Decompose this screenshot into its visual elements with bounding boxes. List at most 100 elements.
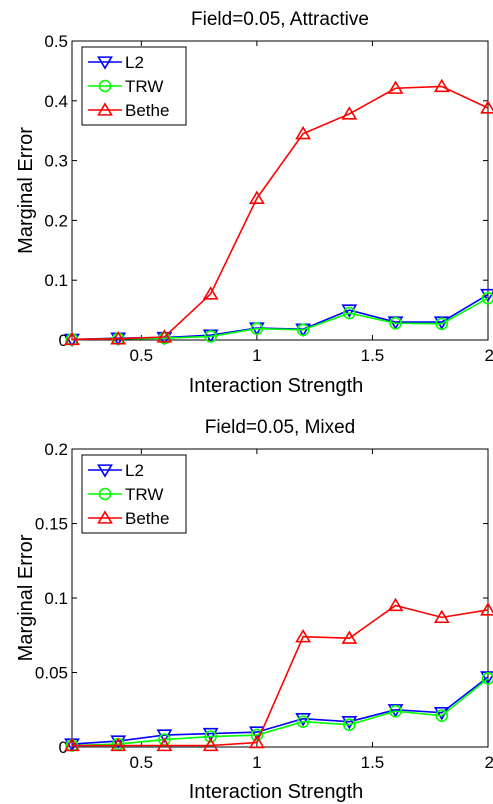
- series-bethe-point: [110, 331, 127, 345]
- legend-label: L2: [125, 461, 144, 480]
- y-tick-label: 0: [59, 331, 68, 350]
- legend-label: L2: [125, 53, 144, 72]
- legend-marker: [97, 56, 113, 70]
- x-tick-label: 0.5: [130, 346, 154, 365]
- series-trw-point: [343, 718, 356, 731]
- y-tick-label: 0.2: [44, 440, 68, 459]
- series-bethe-point: [341, 106, 358, 120]
- legend-label: TRW: [125, 485, 163, 504]
- series-l2-point: [480, 288, 493, 303]
- y-tick-label: 0.1: [44, 271, 68, 290]
- series-l2-point: [202, 727, 219, 742]
- series-trw: [65, 291, 493, 346]
- series-l2-point: [387, 704, 404, 718]
- plot-area: [71, 40, 489, 341]
- series-bethe-point: [64, 737, 80, 752]
- y-tick-label: 0.2: [44, 211, 68, 230]
- series-trw-point: [343, 306, 356, 320]
- series-trw-point: [481, 672, 493, 685]
- chart-title: Field=0.05, Attractive: [191, 9, 369, 30]
- x-tick-label: 2: [485, 346, 493, 365]
- chart-panel-2: Field=0.05, Mixed 0.5 1 1.5 2 0 0.05 0.1 0.15 0.2…: [15, 417, 493, 803]
- series-bethe-point: [202, 737, 219, 752]
- series-l2-line: [71, 293, 489, 341]
- series-bethe: [64, 78, 493, 346]
- series-l2-line: [71, 676, 489, 745]
- series-l2-point: [295, 713, 312, 727]
- legend-label: Bethe: [125, 509, 169, 528]
- series-l2-point: [480, 671, 493, 685]
- series-bethe-point: [202, 286, 219, 300]
- x-tick-label: 2: [485, 753, 493, 772]
- series-trw-point: [481, 291, 493, 305]
- y-tick-label: 0.3: [44, 152, 68, 171]
- legend-marker: [97, 510, 113, 524]
- series-bethe-point: [156, 329, 173, 343]
- series-bethe-point: [387, 597, 404, 612]
- legend-item-bethe: Bethe: [88, 509, 169, 528]
- legend-item-bethe: Bethe: [88, 101, 169, 120]
- x-tick-label: 0.5: [130, 753, 154, 772]
- y-tick-label: 0.05: [35, 664, 68, 683]
- series-bethe-line: [72, 604, 489, 747]
- series-trw-line: [71, 677, 489, 747]
- legend-item-trw: TRW: [88, 485, 163, 504]
- series-bethe-point: [433, 78, 450, 93]
- series-trw-point: [204, 730, 217, 743]
- series-bethe-point: [248, 190, 265, 204]
- series-trw-point: [158, 331, 171, 345]
- series-trw-point: [389, 704, 402, 718]
- legend: L2 TRW Bethe: [81, 46, 187, 126]
- series-l2-point: [341, 304, 358, 318]
- legend-marker: [98, 79, 112, 93]
- series-l2-point: [110, 735, 127, 749]
- series-trw-point: [204, 330, 217, 343]
- y-tick-label: 0.5: [44, 32, 68, 51]
- chart-title: Field=0.05, Mixed: [205, 417, 356, 438]
- series-l2-point: [341, 715, 358, 730]
- series-trw-point: [389, 316, 402, 330]
- legend-label: TRW: [125, 77, 163, 96]
- series-l2-point: [248, 726, 265, 740]
- series-bethe-point: [295, 628, 312, 643]
- y-axis-label: Marginal Error: [15, 534, 37, 661]
- series-bethe-point: [480, 602, 493, 616]
- legend-marker: [97, 102, 113, 116]
- series-trw-point: [435, 709, 449, 723]
- series-bethe-point: [248, 734, 265, 749]
- series-bethe-point: [295, 125, 312, 140]
- legend-marker: [97, 464, 113, 478]
- series-bethe-point: [341, 630, 358, 644]
- series-bethe-point: [110, 737, 127, 752]
- x-tick-label: 1.5: [361, 753, 385, 772]
- legend-marker: [98, 487, 112, 501]
- x-axis-label: Interaction Strength: [189, 375, 364, 397]
- series-trw-point: [296, 323, 310, 337]
- series-trw-point: [250, 322, 264, 335]
- series-trw-point: [296, 715, 310, 728]
- legend-label: Bethe: [125, 101, 169, 120]
- y-tick-label: 0.15: [35, 515, 68, 534]
- series-l2: [64, 671, 493, 752]
- x-axis-label: Interaction Strength: [189, 781, 364, 803]
- y-tick-label: 0: [59, 738, 68, 757]
- series-l2: [64, 288, 493, 348]
- y-tick-label: 0.4: [44, 92, 68, 111]
- series-bethe: [64, 597, 493, 752]
- y-tick-label: 0.1: [44, 589, 68, 608]
- series-bethe-point: [480, 100, 493, 114]
- x-tick-label: 1: [252, 753, 261, 772]
- series-trw-point: [435, 317, 449, 331]
- chart-panel-1: Field=0.05, Attractive 0.5 1 1.5 2 0 0.1 0.2 0.3…: [15, 9, 493, 397]
- series-bethe-point: [156, 737, 173, 752]
- series-bethe-line: [71, 85, 489, 341]
- x-tick-label: 1.5: [361, 346, 385, 365]
- y-axis-label: Marginal Error: [15, 127, 37, 254]
- x-tick-label: 1: [252, 346, 261, 365]
- legend: L2 TRW Bethe: [81, 454, 187, 534]
- legend-item-l2: L2: [88, 53, 144, 72]
- legend-item-l2: L2: [88, 461, 144, 480]
- series-trw-line: [71, 297, 489, 341]
- series-bethe-point: [64, 331, 80, 346]
